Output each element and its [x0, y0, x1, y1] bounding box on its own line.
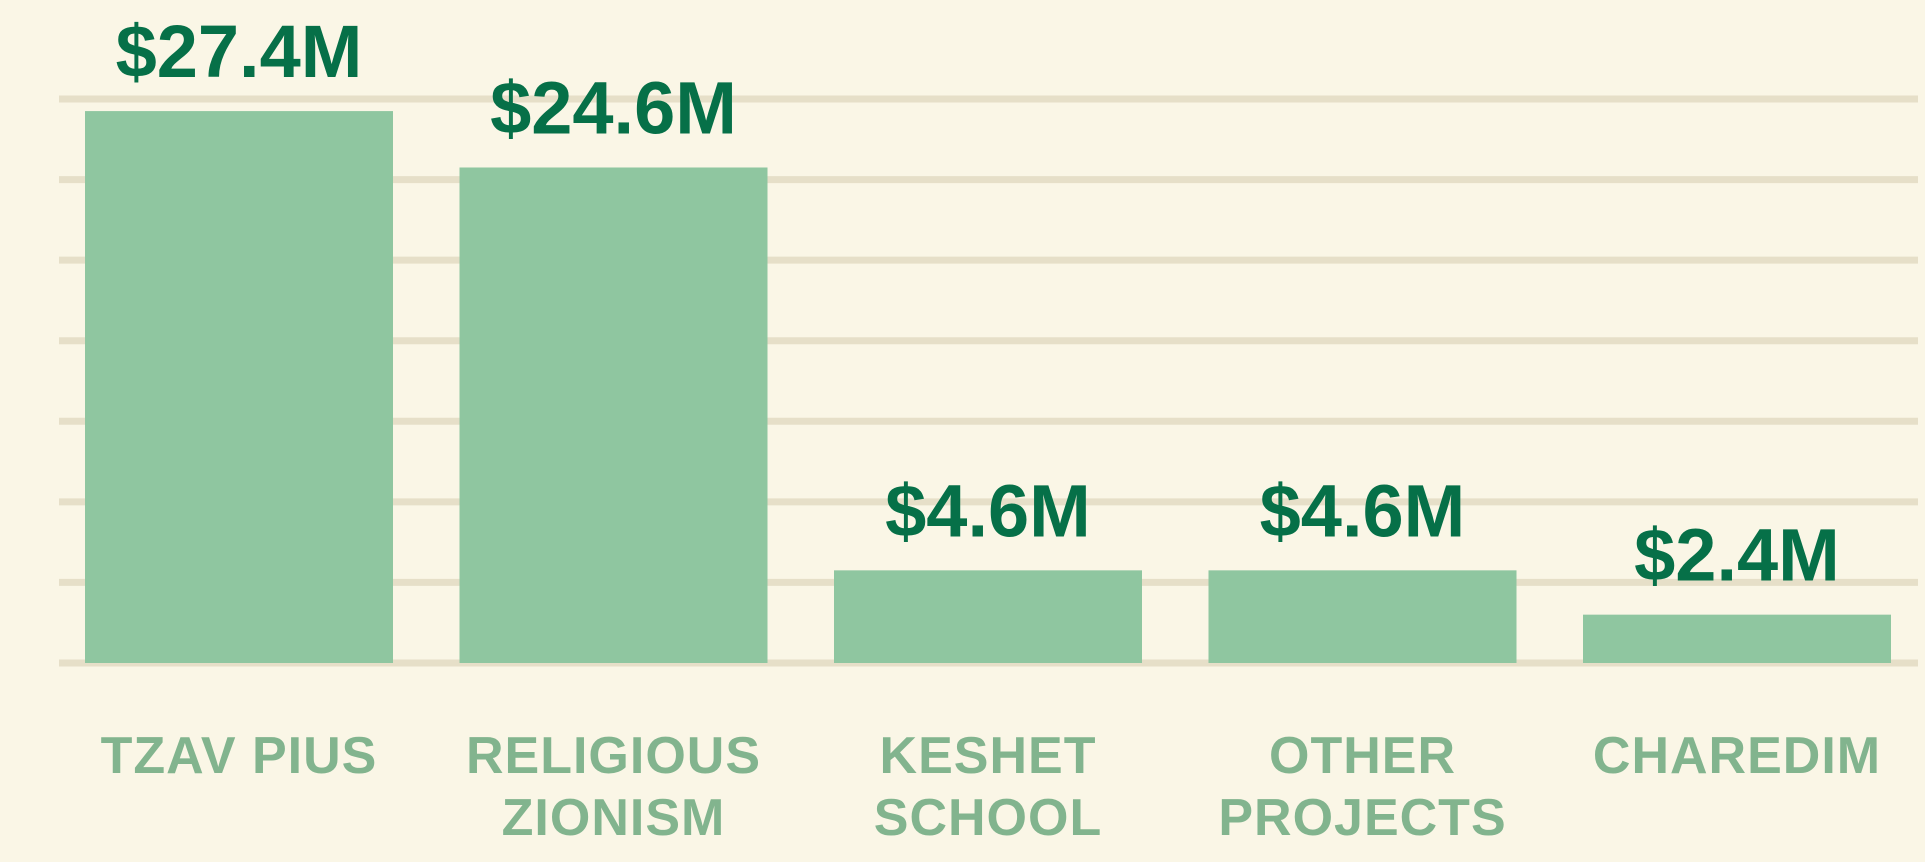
bar: [85, 111, 393, 664]
bar: [1583, 614, 1891, 663]
bar: [1208, 570, 1517, 663]
x-tick-label: OTHER PROJECTS: [1218, 727, 1507, 847]
x-tick-label: KESHET SCHOOL: [873, 727, 1103, 847]
value-label: $4.6M: [1260, 469, 1466, 552]
bar: [459, 167, 768, 663]
x-tick-label: CHAREDIM: [1592, 727, 1882, 785]
value-label: $2.4M: [1634, 514, 1840, 597]
bar: [834, 570, 1142, 663]
x-tick-label: RELIGIOUS ZIONISM: [465, 727, 762, 847]
value-label: $24.6M: [490, 66, 737, 149]
value-label: $4.6M: [885, 469, 1091, 552]
value-label: $27.4M: [116, 10, 363, 93]
x-tick-label: TZAV PIUS: [100, 727, 378, 785]
